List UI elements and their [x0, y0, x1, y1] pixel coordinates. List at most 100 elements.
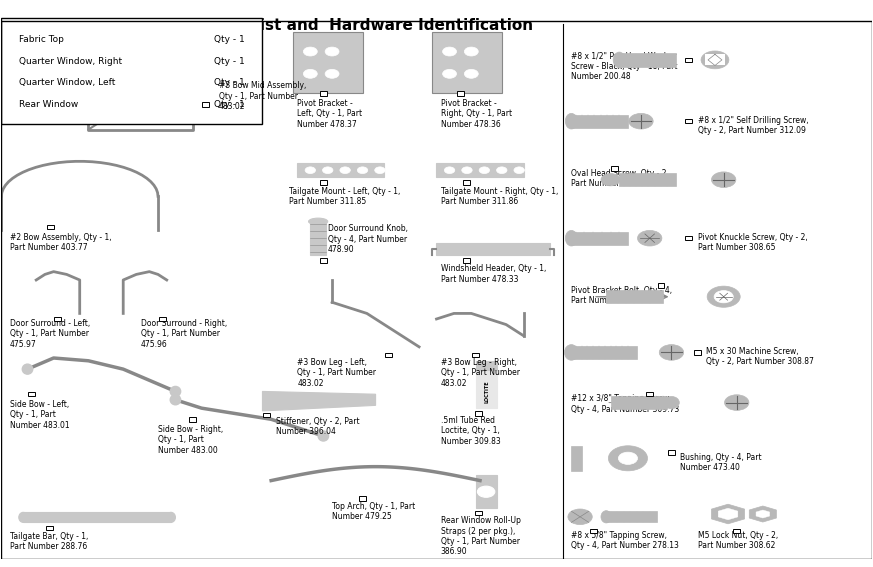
Circle shape [479, 167, 490, 174]
Text: Door Surround - Right,
Qty - 1, Part Number
475.96: Door Surround - Right, Qty - 1, Part Num… [141, 319, 227, 349]
Ellipse shape [608, 446, 648, 471]
Text: Pivot Bracket Bolt, Qty - 4,
Part Number 308.64: Pivot Bracket Bolt, Qty - 4, Part Number… [572, 286, 672, 305]
Text: Qty - 1: Qty - 1 [214, 35, 245, 44]
Bar [472, 353, 479, 357]
Text: Pivot Bracket -
Right, Qty - 1, Part
Number 478.36: Pivot Bracket - Right, Qty - 1, Part Num… [441, 99, 512, 129]
FancyBboxPatch shape [432, 32, 502, 94]
Text: Fabric Top: Fabric Top [19, 35, 64, 44]
Bar [159, 317, 166, 321]
Circle shape [322, 167, 333, 174]
Bar [733, 528, 740, 533]
Text: Tailgate Bar, Qty - 1,
Part Number 288.76: Tailgate Bar, Qty - 1, Part Number 288.7… [10, 532, 88, 551]
Circle shape [357, 167, 368, 174]
Bar [457, 91, 464, 96]
Text: #3 Bow Leg - Right,
Qty - 1, Part Number
483.02: #3 Bow Leg - Right, Qty - 1, Part Number… [441, 358, 519, 388]
Text: LOCTITE: LOCTITE [484, 380, 489, 403]
Ellipse shape [707, 286, 740, 307]
Ellipse shape [23, 364, 32, 374]
Circle shape [325, 47, 339, 56]
Ellipse shape [659, 345, 684, 360]
Circle shape [497, 167, 507, 174]
Text: Qty - 1: Qty - 1 [214, 57, 245, 66]
Bar [320, 258, 327, 263]
Circle shape [443, 69, 457, 78]
Polygon shape [711, 504, 745, 524]
Text: Windshield Header, Qty - 1,
Part Number 478.33: Windshield Header, Qty - 1, Part Number … [441, 264, 546, 284]
Bar [320, 91, 327, 96]
Ellipse shape [170, 395, 181, 405]
Bar [619, 173, 676, 187]
Ellipse shape [701, 51, 729, 69]
Circle shape [340, 167, 350, 174]
Bar [475, 511, 482, 515]
Text: Oval Head Screw, Qty - 2,
Part Number 276.56: Oval Head Screw, Qty - 2, Part Number 27… [572, 168, 670, 188]
Text: Door Surround Knob,
Qty - 4, Part Number
478.90: Door Surround Knob, Qty - 4, Part Number… [327, 225, 408, 254]
Ellipse shape [601, 174, 620, 186]
Bar [436, 243, 550, 255]
Text: #3 Bow Mid Assembly,
Qty - 1, Part Number
483.02: #3 Bow Mid Assembly, Qty - 1, Part Numbe… [219, 81, 306, 111]
Bar [694, 350, 701, 354]
Polygon shape [749, 506, 776, 522]
Bar [298, 163, 384, 177]
Bar [476, 475, 498, 509]
Text: Stiffener, Qty - 2, Part
Number 396.04: Stiffener, Qty - 2, Part Number 396.04 [276, 417, 359, 436]
Bar [563, 24, 871, 558]
Circle shape [444, 167, 455, 174]
Bar [589, 528, 596, 533]
Ellipse shape [637, 230, 662, 246]
Text: #3 Bow Leg - Left,
Qty - 1, Part Number
483.02: #3 Bow Leg - Left, Qty - 1, Part Number … [298, 358, 376, 388]
Bar [705, 54, 725, 65]
Circle shape [464, 47, 478, 56]
Text: Side Bow - Left,
Qty - 1, Part
Number 483.01: Side Bow - Left, Qty - 1, Part Number 48… [10, 400, 70, 430]
Bar [24, 513, 171, 522]
Ellipse shape [629, 113, 653, 129]
Text: Bushing, Qty - 4, Part
Number 473.40: Bushing, Qty - 4, Part Number 473.40 [680, 452, 762, 472]
Bar [45, 526, 52, 530]
Bar [320, 180, 327, 185]
Bar [264, 413, 271, 417]
Text: M5 Lock Nut, Qty - 2,
Part Number 308.62: M5 Lock Nut, Qty - 2, Part Number 308.62 [698, 531, 778, 550]
Text: #12 x 3/8" Tapping Screw,
Qty - 4, Part Number 309.73: #12 x 3/8" Tapping Screw, Qty - 4, Part … [572, 394, 680, 413]
Ellipse shape [167, 513, 175, 522]
Circle shape [303, 47, 317, 56]
Circle shape [305, 167, 315, 174]
Text: .5ml Tube Red
Loctite, Qty - 1,
Number 309.83: .5ml Tube Red Loctite, Qty - 1, Number 3… [441, 416, 500, 446]
Circle shape [478, 486, 495, 497]
Text: Tailgate Mount - Right, Qty - 1,
Part Number 311.86: Tailgate Mount - Right, Qty - 1, Part Nu… [441, 187, 558, 206]
Bar [203, 102, 210, 107]
Polygon shape [718, 508, 738, 520]
Ellipse shape [711, 172, 736, 188]
Bar [685, 58, 692, 62]
Text: Tailgate Mount - Left, Qty - 1,
Part Number 311.85: Tailgate Mount - Left, Qty - 1, Part Num… [289, 187, 400, 206]
Ellipse shape [19, 513, 27, 522]
Text: Qty - 1: Qty - 1 [214, 78, 245, 87]
Ellipse shape [568, 509, 592, 524]
Bar [619, 53, 676, 66]
Ellipse shape [565, 345, 578, 360]
Bar [606, 511, 656, 522]
Bar [54, 317, 61, 321]
Text: Quarter Window, Right: Quarter Window, Right [19, 57, 122, 66]
Circle shape [443, 47, 457, 56]
Bar [464, 180, 471, 185]
Text: #8 x 1/2" Self Drilling Screw,
Qty - 2, Part Number 312.09: #8 x 1/2" Self Drilling Screw, Qty - 2, … [698, 116, 808, 135]
Bar [310, 222, 326, 255]
Text: Pivot Bracket -
Left, Qty - 1, Part
Number 478.37: Pivot Bracket - Left, Qty - 1, Part Numb… [298, 99, 362, 129]
Bar [685, 236, 692, 240]
Bar [189, 417, 196, 421]
Ellipse shape [663, 396, 679, 409]
Bar [646, 392, 653, 396]
Circle shape [325, 69, 339, 78]
Bar [572, 346, 636, 359]
Bar [572, 231, 628, 245]
Circle shape [462, 167, 472, 174]
Text: Rear Window Roll-Up
Straps (2 per pkg.),
Qty - 1, Part Number
386.90: Rear Window Roll-Up Straps (2 per pkg.),… [441, 516, 520, 556]
Ellipse shape [601, 511, 611, 523]
Ellipse shape [308, 218, 327, 225]
Text: Pivot Knuckle Screw, Qty - 2,
Part Number 308.65: Pivot Knuckle Screw, Qty - 2, Part Numbe… [698, 232, 808, 252]
Polygon shape [263, 391, 375, 411]
Bar [685, 119, 692, 124]
FancyBboxPatch shape [2, 18, 263, 124]
Bar [572, 115, 628, 128]
Text: #8 x 1/2" Pan Head Washer
Screw - Black, Qty - 18, Part
Number 200.48: #8 x 1/2" Pan Head Washer Screw - Black,… [572, 52, 677, 81]
